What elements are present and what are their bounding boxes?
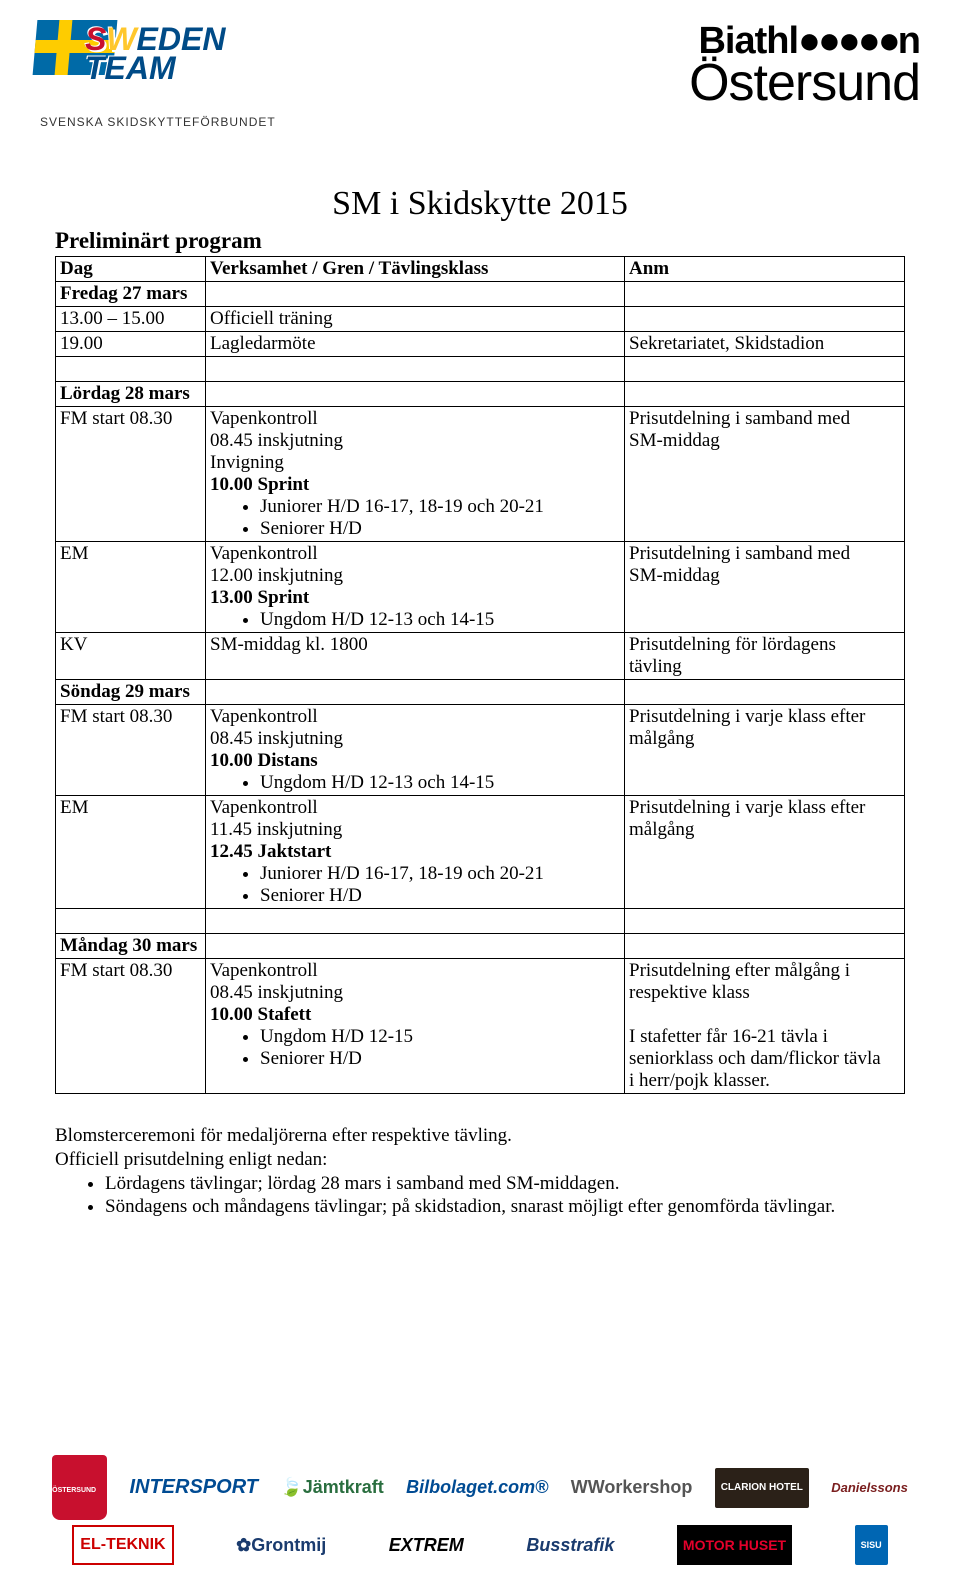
cell-day: EM: [56, 542, 206, 633]
cell-activity: Vapenkontroll08.45 inskjutning10.00 Staf…: [206, 959, 625, 1094]
table-row: [56, 909, 905, 934]
cell-activity: [206, 680, 625, 705]
cell-note: [625, 307, 905, 332]
cell-activity: Vapenkontroll11.45 inskjutning12.45 Jakt…: [206, 796, 625, 909]
table-row: EMVapenkontroll12.00 inskjutning13.00 Sp…: [56, 542, 905, 633]
cell-note: [625, 934, 905, 959]
cell-note: [625, 680, 905, 705]
sponsor-busstrafik: Busstrafik: [526, 1525, 614, 1565]
cell-day: FM start 08.30: [56, 959, 206, 1094]
sponsor-extrem: EXTREM: [389, 1525, 464, 1565]
sponsor-danielssons: Danielssons: [831, 1468, 908, 1508]
cell-activity: Vapenkontroll08.45 inskjutning10.00 Dist…: [206, 705, 625, 796]
cell-day: EM: [56, 796, 206, 909]
ostersund-wordmark: Östersund: [689, 53, 920, 113]
cell-note: Prisutdelning i samband medSM-middag: [625, 542, 905, 633]
cell-day: Lördag 28 mars: [56, 382, 206, 407]
cell-note: [625, 282, 905, 307]
sponsor-intersport: INTERSPORT: [129, 1468, 258, 1508]
cell-note: Prisutdelning i samband medSM-middag: [625, 407, 905, 542]
cell-day: Fredag 27 mars: [56, 282, 206, 307]
subtitle: Preliminärt program: [55, 228, 905, 254]
cell-activity: SM-middag kl. 1800: [206, 633, 625, 680]
logo-biathlon-ostersund: Biathl●●●●●n Östersund: [689, 20, 920, 113]
table-row: EMVapenkontroll11.45 inskjutning12.45 Ja…: [56, 796, 905, 909]
cell-activity: Vapenkontroll12.00 inskjutning13.00 Spri…: [206, 542, 625, 633]
sponsor-workershop: W Workershop: [571, 1468, 693, 1508]
sponsor-ostersund-shield: ÖSTERSUND: [52, 1455, 107, 1520]
cell-day: Måndag 30 mars: [56, 934, 206, 959]
table-row: Fredag 27 mars: [56, 282, 905, 307]
bullet-item: Seniorer H/D: [260, 518, 620, 540]
schedule-table: Dag Verksamhet / Gren / Tävlingsklass An…: [55, 256, 905, 1094]
col-note: Anm: [625, 257, 905, 282]
note-line: Officiell prisutdelning enligt nedan:: [55, 1148, 905, 1172]
cell-note: [625, 382, 905, 407]
document-body: SM i Skidskytte 2015 Preliminärt program…: [0, 185, 960, 1219]
table-header-row: Dag Verksamhet / Gren / Tävlingsklass An…: [56, 257, 905, 282]
note-line: Blomsterceremoni för medaljörerna efter …: [55, 1124, 905, 1148]
sweden-team-wordmark: SWEDENTEAM: [85, 25, 225, 83]
cell-day: FM start 08.30: [56, 407, 206, 542]
bullet-item: Juniorer H/D 16-17, 18-19 och 20-21: [260, 496, 620, 518]
sponsor-elteknik: EL-TEKNIK: [72, 1525, 173, 1565]
bullet-item: Ungdom H/D 12-15: [260, 1026, 620, 1048]
bullet-item: Seniorer H/D: [260, 1048, 620, 1070]
bullet-item: Juniorer H/D 16-17, 18-19 och 20-21: [260, 863, 620, 885]
bullet-item: Ungdom H/D 12-13 och 14-15: [260, 772, 620, 794]
bullet-item: Seniorer H/D: [260, 885, 620, 907]
table-row: Söndag 29 mars: [56, 680, 905, 705]
sponsor-bilbolaget: Bilbolaget.com®: [406, 1468, 548, 1508]
cell-activity: [206, 282, 625, 307]
sponsor-sisu: SISU: [855, 1525, 888, 1565]
cell-day: 13.00 – 15.00: [56, 307, 206, 332]
cell-note: Sekretariatet, Skidstadion: [625, 332, 905, 357]
cell-note: Prisutdelning i varje klass eftermålgång: [625, 796, 905, 909]
table-row: FM start 08.30Vapenkontroll08.45 inskjut…: [56, 407, 905, 542]
table-row: [56, 357, 905, 382]
sponsor-clarion: CLARION HOTEL: [715, 1468, 809, 1508]
cell-day: 19.00: [56, 332, 206, 357]
cell-note: Prisutdelning för lördagenstävling: [625, 633, 905, 680]
cell-activity: [206, 934, 625, 959]
table-row: Lördag 28 mars: [56, 382, 905, 407]
col-day: Dag: [56, 257, 206, 282]
table-row: FM start 08.30Vapenkontroll08.45 inskjut…: [56, 959, 905, 1094]
sponsor-jamtkraft: 🍃Jämtkraft: [280, 1468, 383, 1508]
cell-day: Söndag 29 mars: [56, 680, 206, 705]
cell-activity: [206, 382, 625, 407]
cell-note: Prisutdelning efter målgång irespektive …: [625, 959, 905, 1094]
sponsor-motorhuset: MOTOR HUSET: [677, 1525, 792, 1565]
cell-day: KV: [56, 633, 206, 680]
federation-name: SVENSKA SKIDSKYTTEFÖRBUNDET: [40, 115, 276, 129]
table-row: 13.00 – 15.00Officiell träning: [56, 307, 905, 332]
sponsor-footer: ÖSTERSUND INTERSPORT 🍃Jämtkraft Bilbolag…: [0, 1455, 960, 1565]
cell-note: Prisutdelning i varje klass eftermålgång: [625, 705, 905, 796]
table-row: Måndag 30 mars: [56, 934, 905, 959]
note-bullet: Söndagens och måndagens tävlingar; på sk…: [105, 1195, 905, 1219]
cell-activity: Lagledarmöte: [206, 332, 625, 357]
logo-sweden-team: SWEDENTEAM SVENSKA SKIDSKYTTEFÖRBUNDET: [30, 20, 310, 160]
cell-activity: Officiell träning: [206, 307, 625, 332]
bullet-item: Ungdom H/D 12-13 och 14-15: [260, 609, 620, 631]
header: SWEDENTEAM SVENSKA SKIDSKYTTEFÖRBUNDET B…: [0, 0, 960, 170]
note-bullet: Lördagens tävlingar; lördag 28 mars i sa…: [105, 1172, 905, 1196]
page-title: SM i Skidskytte 2015: [55, 185, 905, 223]
table-row: KVSM-middag kl. 1800Prisutdelning för lö…: [56, 633, 905, 680]
table-row: FM start 08.30Vapenkontroll08.45 inskjut…: [56, 705, 905, 796]
sponsor-grontmij: ✿ Grontmij: [236, 1525, 326, 1565]
cell-day: FM start 08.30: [56, 705, 206, 796]
col-activity: Verksamhet / Gren / Tävlingsklass: [206, 257, 625, 282]
cell-activity: Vapenkontroll08.45 inskjutningInvigning1…: [206, 407, 625, 542]
footer-notes: Blomsterceremoni för medaljörerna efter …: [55, 1124, 905, 1219]
table-row: 19.00LagledarmöteSekretariatet, Skidstad…: [56, 332, 905, 357]
